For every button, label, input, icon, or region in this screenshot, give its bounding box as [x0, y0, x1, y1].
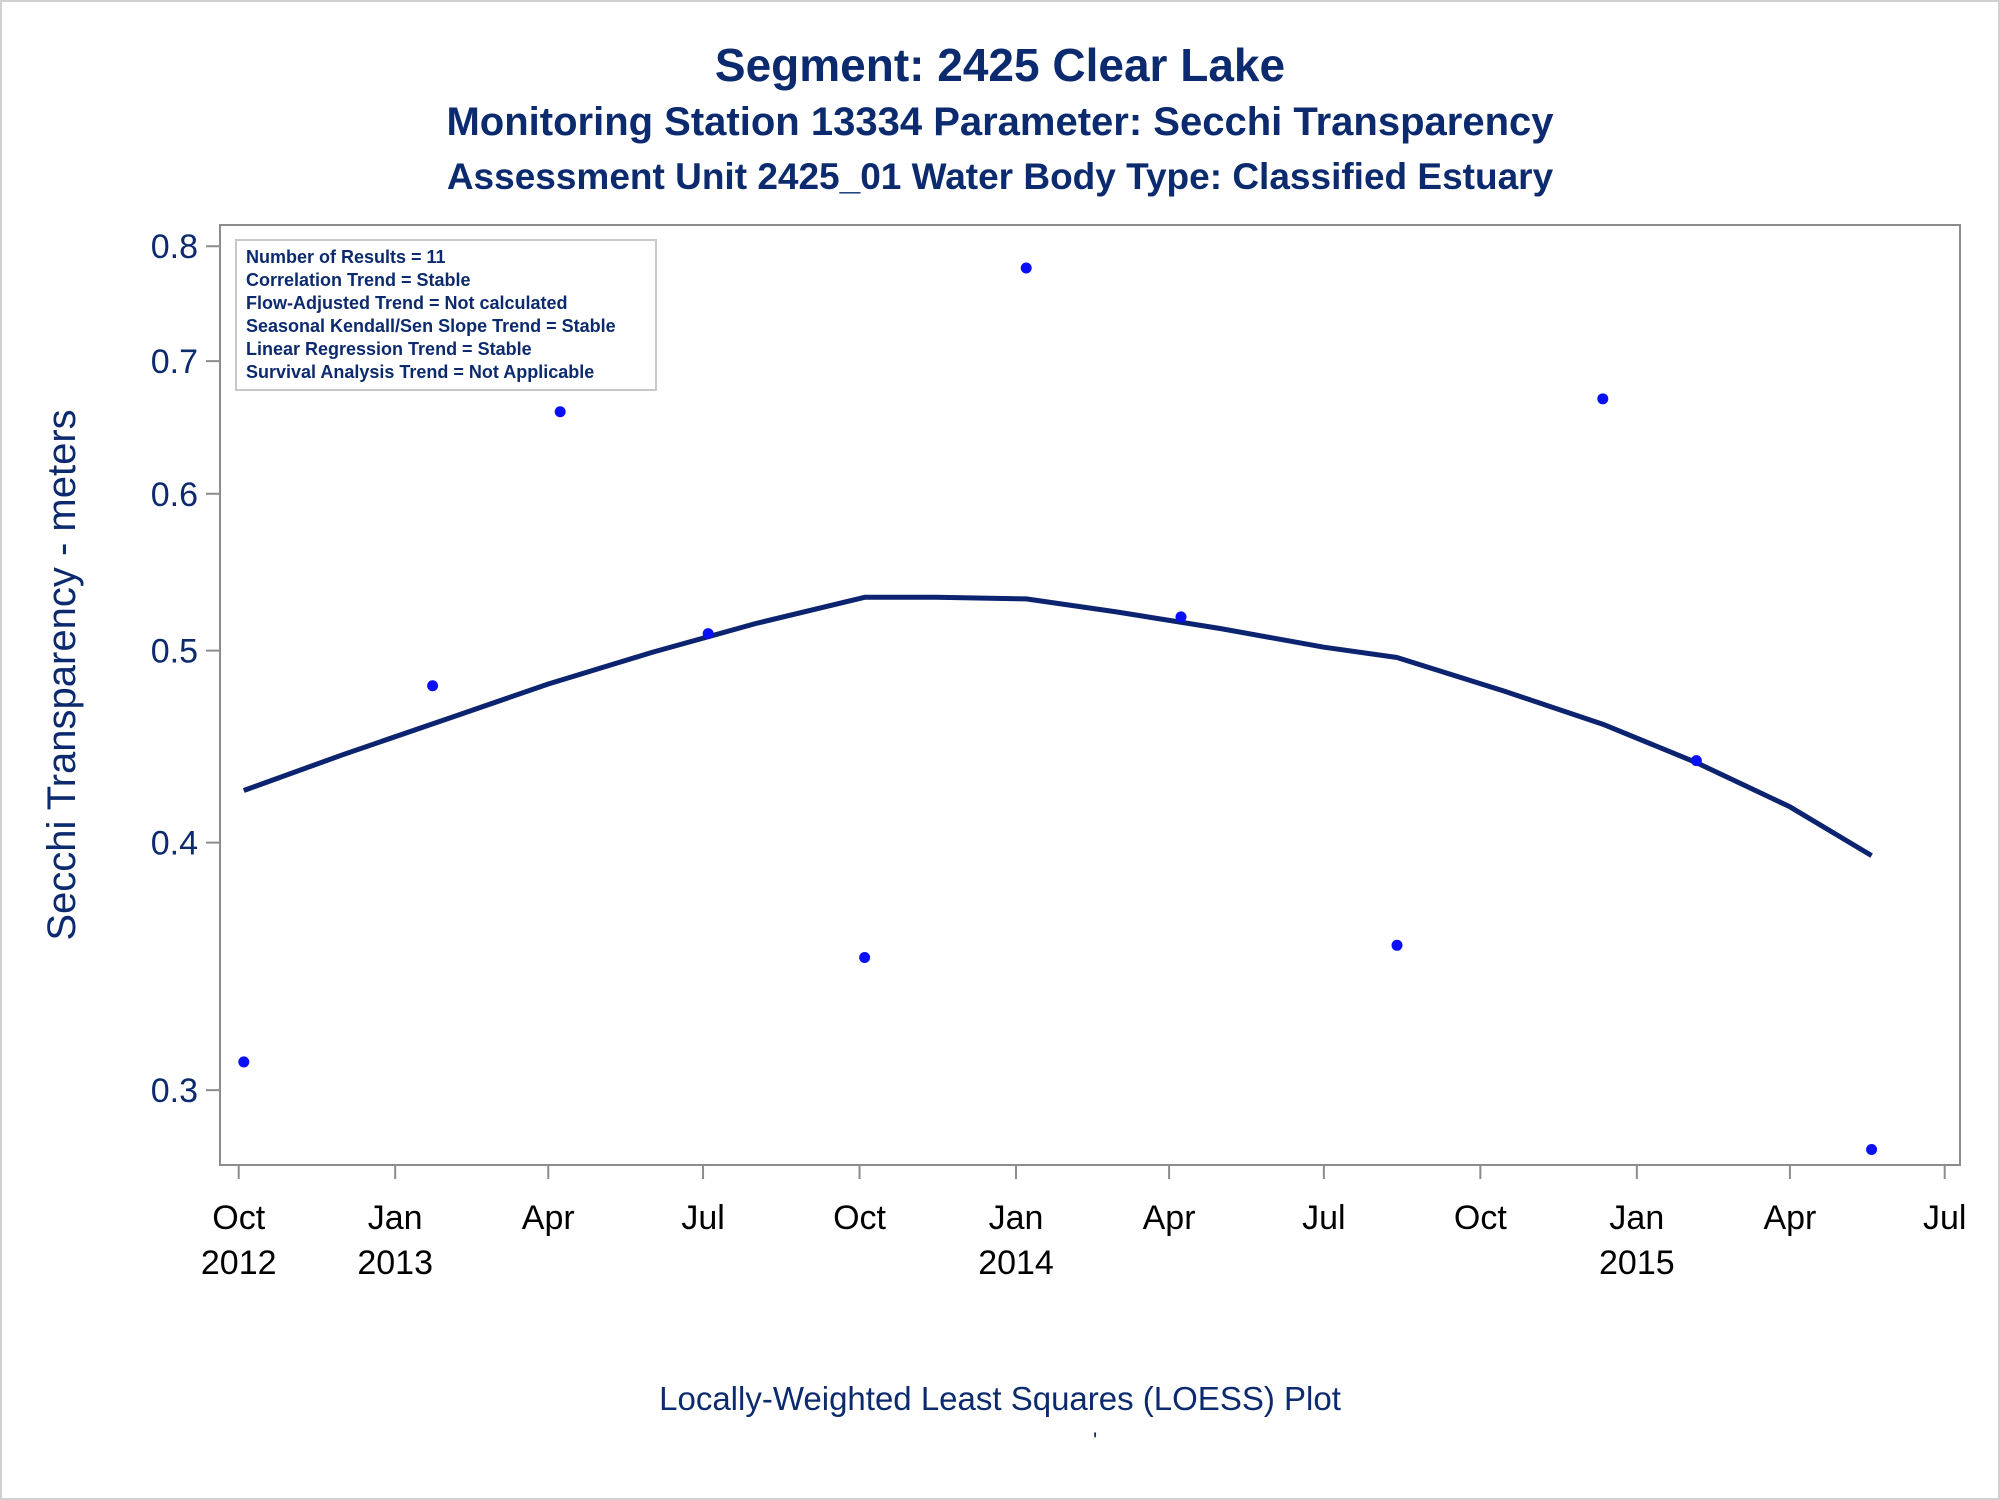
y-tick-label: 0.5 [151, 633, 198, 671]
data-point [427, 680, 439, 692]
x-tick-label: Apr [522, 1199, 575, 1237]
data-point [1175, 611, 1187, 623]
data-point [238, 1056, 250, 1068]
data-point [554, 406, 566, 418]
x-tick-label: Jan [368, 1199, 423, 1237]
data-point [1597, 393, 1609, 405]
data-point [1866, 1143, 1878, 1155]
trend-stats-line: Linear Regression Trend = Stable [246, 339, 532, 359]
trend-stats-box: Number of Results = 11 Correlation Trend … [235, 239, 657, 391]
plot-area-border [219, 224, 1961, 1166]
x-tick-label: Oct [833, 1199, 886, 1237]
x-tick-year-label: 2015 [1599, 1244, 1675, 1282]
x-tick-year-label: 2012 [201, 1244, 277, 1282]
data-point [1020, 262, 1032, 274]
chart-subtitle-station: Monitoring Station 13334 Parameter: Secc… [446, 100, 1554, 144]
trend-stats-line: Survival Analysis Trend = Not Applicable [246, 362, 594, 382]
axes: 0.3 0.4 0.5 0.6 0.7 0.8 Oct 2012 Jan 2013 Apr Jul Oc… [151, 224, 1966, 1282]
data-point [1391, 939, 1403, 951]
loess-curve [242, 594, 1873, 858]
y-tick-label: 0.3 [151, 1072, 198, 1110]
chart-subtitle-assessment: Assessment Unit 2425_01 Water Body Type:… [446, 156, 1554, 197]
trend-stats-line: Number of Results = 11 [246, 247, 446, 267]
chart-title: Segment: 2425 Clear Lake [714, 39, 1286, 91]
x-tick-label: Jul [1302, 1199, 1345, 1237]
y-tick-label: 0.6 [151, 476, 198, 514]
x-tick-label: Jan [989, 1199, 1044, 1237]
y-tick-label: 0.7 [151, 343, 198, 381]
x-tick-label: Apr [1763, 1199, 1816, 1237]
data-points-layer [238, 262, 1878, 1155]
x-tick-label: Oct [1454, 1199, 1507, 1237]
data-point [1690, 755, 1702, 767]
x-tick-label: Jul [1923, 1199, 1966, 1237]
y-axis-label: Secchi Transparency - meters [40, 409, 84, 940]
x-tick-label: Jul [681, 1199, 724, 1237]
trend-stats-line: Seasonal Kendall/Sen Slope Trend = Stabl… [246, 316, 616, 336]
footnote-mark: ' [1093, 1428, 1097, 1453]
data-point [702, 628, 714, 640]
x-tick-label: Oct [212, 1199, 265, 1237]
trend-stats-border [235, 239, 657, 391]
y-tick-label: 0.8 [151, 228, 198, 266]
y-tick-label: 0.4 [151, 825, 198, 863]
x-tick-label: Apr [1143, 1199, 1196, 1237]
x-tick-year-label: 2013 [357, 1244, 433, 1282]
x-tick-label: Jan [1609, 1199, 1664, 1237]
loess-curve-layer [242, 594, 1873, 858]
trend-stats-line: Correlation Trend = Stable [246, 270, 471, 290]
data-point [859, 952, 871, 964]
trend-stats-line: Flow-Adjusted Trend = Not calculated [246, 293, 568, 313]
x-tick-year-label: 2014 [978, 1244, 1054, 1282]
chart-footnote: Locally-Weighted Least Squares (LOESS) P… [659, 1380, 1341, 1417]
